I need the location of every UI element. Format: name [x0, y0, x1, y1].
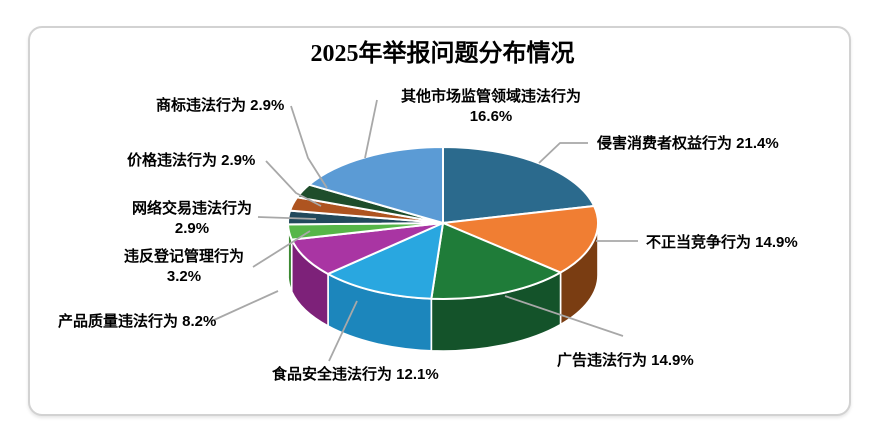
- pie-slice-3[interactable]: [327, 222, 444, 300]
- slice-callout-7: 价格违法行为 2.9%: [127, 152, 256, 169]
- slice-callout-6: 网络交易违法行为 2.9%: [128, 199, 256, 239]
- slice-callout-9: 其他市场监管领域违法行为 16.6%: [385, 87, 597, 127]
- slice-callout-value: 2.9%: [174, 220, 210, 237]
- pie-slice-0[interactable]: [442, 146, 596, 224]
- slice-callout-value: 16.6%: [469, 108, 513, 125]
- leader-line-5: [252, 230, 311, 268]
- slice-callout-1: 不正当竞争行为 14.9%: [646, 234, 798, 251]
- slice-callout-5: 违反登记管理行为 3.2%: [118, 247, 250, 287]
- leader-line-2: [504, 295, 624, 337]
- leader-line-3: [328, 300, 358, 362]
- leader-line-6: [257, 216, 317, 220]
- leader-line-4: [213, 290, 279, 321]
- slice-callout-name: 其他市场监管领域违法行为: [400, 88, 581, 105]
- slice-callout-8: 商标违法行为 2.9%: [156, 97, 285, 114]
- leader-line-9: [364, 99, 378, 159]
- leader-line-7: [265, 160, 322, 207]
- slice-callout-2: 广告违法行为 14.9%: [557, 352, 694, 369]
- slice-callout-name: 网络交易违法行为: [131, 200, 252, 217]
- slice-callout-3: 食品安全违法行为 12.1%: [272, 366, 439, 383]
- slice-callout-0: 侵害消费者权益行为 21.4%: [597, 135, 779, 152]
- leader-line-0: [538, 142, 588, 164]
- slice-callout-4: 产品质量违法行为 8.2%: [58, 313, 217, 330]
- pie-slice-1[interactable]: [442, 204, 599, 274]
- slice-callout-name: 违反登记管理行为: [123, 248, 244, 265]
- leader-line-8: [290, 105, 328, 189]
- pie-slice-2[interactable]: [430, 222, 562, 300]
- chart-title: 2025年举报问题分布情况: [310, 41, 575, 67]
- slice-callout-value: 3.2%: [166, 268, 202, 285]
